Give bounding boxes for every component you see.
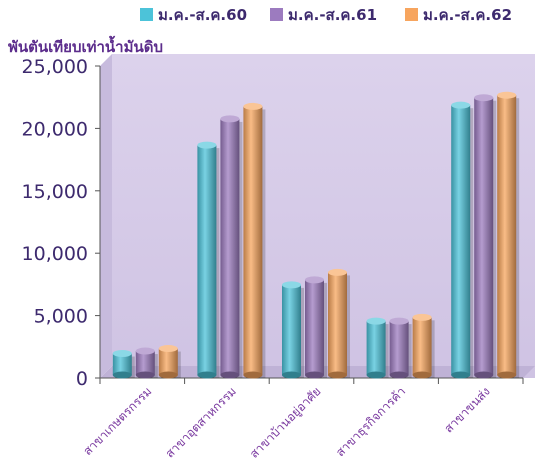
bar [135, 347, 158, 379]
x-axis: สาขาเกษตรกรรม สาขาอุตสาหกรรม สาขาบ้านอยู่อ… [80, 377, 524, 462]
bar [497, 91, 520, 379]
bar-body [305, 279, 324, 375]
x-tick-label: สาขาอุตสาหกรรม [163, 384, 240, 461]
y-tick-label: 0 [76, 368, 88, 390]
bar-base [158, 371, 178, 379]
y-tick-label: 10,000 [22, 243, 88, 265]
bar-body [243, 106, 263, 375]
bar-cap [328, 268, 347, 276]
y-tick-label: 5,000 [34, 306, 88, 328]
bar [158, 345, 181, 379]
bar-base [366, 371, 386, 379]
bar-body [389, 321, 409, 375]
legend-item: ม.ค.-ส.ค.62 [405, 6, 512, 24]
bars [112, 91, 520, 379]
bar-body [412, 317, 432, 375]
bar-cap [112, 350, 132, 358]
bar-cap [135, 347, 155, 355]
bar-cap [451, 101, 471, 109]
bar-cap [197, 141, 217, 149]
legend-swatch [270, 8, 283, 21]
bar-body [220, 118, 240, 376]
bar [366, 317, 389, 379]
bar-cap [282, 281, 301, 289]
bar-body [197, 145, 217, 375]
bar [243, 102, 266, 379]
x-tick-label: สาขาขนส่ง [441, 384, 492, 435]
bar-cap [243, 102, 263, 110]
bar [474, 94, 497, 379]
bar-cap [220, 115, 240, 123]
bar [305, 276, 327, 379]
legend-swatch [405, 8, 418, 21]
bar-body [497, 95, 517, 375]
bar [328, 268, 350, 379]
bar-base [474, 371, 494, 379]
bar-cap [497, 91, 517, 99]
bar-body [366, 321, 386, 375]
y-tick-label: 20,000 [22, 118, 88, 140]
bar [220, 115, 243, 379]
bar-base [135, 371, 155, 379]
legend-label: ม.ค.-ส.ค.61 [288, 6, 377, 24]
legend-item: ม.ค.-ส.ค.60 [140, 6, 247, 24]
unit-label: พันตันเทียบเท่าน้ำมันดิบ [8, 35, 163, 56]
bar-base [497, 371, 517, 379]
bar-body [135, 351, 155, 375]
bar-base [389, 371, 409, 379]
y-tick-label: 25,000 [22, 56, 88, 78]
bar-cap [158, 345, 178, 353]
legend-label: ม.ค.-ส.ค.60 [158, 6, 247, 24]
bar-cap [474, 94, 494, 102]
x-tick-label: สาขาเกษตรกรรม [80, 384, 154, 458]
bar-body [282, 284, 301, 375]
bar-body [328, 272, 347, 375]
bar-base [282, 371, 301, 379]
bar-body [112, 353, 132, 375]
bar [389, 317, 412, 379]
bar-cap [305, 276, 324, 284]
bar-body [451, 105, 471, 376]
bar-body [158, 348, 178, 375]
bar [197, 141, 220, 379]
y-tick-label: 15,000 [22, 181, 88, 203]
bar-base [243, 371, 263, 379]
x-tick-label: สาขาธุรกิจการค้า [333, 384, 409, 460]
bar-base [197, 371, 217, 379]
bar-base [220, 371, 240, 379]
bar [412, 313, 435, 379]
bar-base [305, 371, 324, 379]
plot-side-wall [100, 54, 112, 378]
bar-body [474, 97, 494, 376]
x-tick-label: สาขาบ้านอยู่อาศัย [247, 384, 324, 461]
bar [112, 350, 135, 379]
legend-swatch [140, 8, 153, 21]
legend-label: ม.ค.-ส.ค.62 [423, 6, 512, 24]
y-axis: 0 5,000 10,000 15,000 20,000 25,000 [22, 56, 101, 390]
bar-cap [412, 313, 432, 321]
legend: ม.ค.-ส.ค.60 ม.ค.-ส.ค.61 ม.ค.-ส.ค.62 [140, 6, 512, 24]
bar-base [412, 371, 432, 379]
bar-base [328, 371, 347, 379]
legend-item: ม.ค.-ส.ค.61 [270, 6, 377, 24]
bar-base [112, 371, 132, 379]
bar [451, 101, 474, 379]
bar-base [451, 371, 471, 379]
bar-cap [366, 317, 386, 325]
bar-cap [389, 317, 409, 325]
bar [282, 281, 304, 379]
